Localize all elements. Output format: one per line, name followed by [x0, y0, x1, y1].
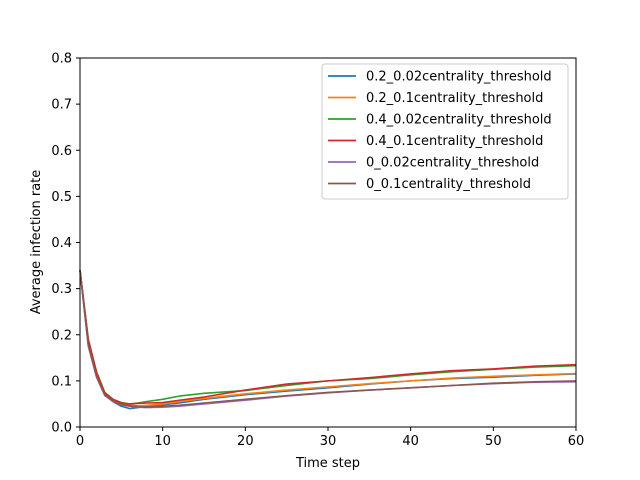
legend-label: 0.2_0.1centrality_threshold: [366, 91, 543, 106]
legend-label: 0.4_0.02centrality_threshold: [366, 113, 552, 128]
legend-label: 0_0.1centrality_threshold: [366, 177, 531, 192]
x-tick-label: 0: [76, 434, 84, 449]
y-tick-label: 0.1: [51, 374, 72, 389]
series-layer: [79, 270, 577, 410]
legend: 0.2_0.02centrality_threshold 0.2_0.1centr…: [321, 63, 569, 200]
y-axis-label: Average infection rate: [29, 170, 44, 315]
series-line-5: [79, 270, 577, 408]
y-tick-label: 0.0: [51, 421, 72, 436]
y-tick-label: 0.6: [51, 144, 72, 159]
y-tick-label: 0.8: [51, 52, 72, 67]
y-tick-label: 0.2: [51, 328, 72, 343]
ticks-layer: 0 10 20 30 40 50 60 0.0 0.1 0.2 0.3 0.4 0.5 0.6 0.7 0.8: [51, 52, 584, 450]
y-tick-label: 0.7: [51, 98, 72, 113]
y-tick-label: 0.5: [51, 190, 72, 205]
x-tick-label: 40: [402, 434, 419, 449]
x-tick-label: 10: [154, 434, 171, 449]
x-tick-label: 30: [320, 434, 337, 449]
legend-box: [321, 63, 569, 200]
y-tick-label: 0.4: [51, 236, 72, 251]
legend-label: 0.2_0.02centrality_threshold: [366, 70, 552, 85]
x-tick-label: 20: [237, 434, 254, 449]
legend-label: 0_0.02centrality_threshold: [366, 156, 539, 171]
series-line-3: [79, 270, 577, 405]
legend-label: 0.4_0.1centrality_threshold: [366, 134, 543, 149]
x-tick-label: 50: [485, 434, 502, 449]
x-axis-label: Time step: [295, 456, 360, 471]
y-tick-label: 0.3: [51, 282, 72, 297]
x-tick-label: 60: [568, 434, 585, 449]
